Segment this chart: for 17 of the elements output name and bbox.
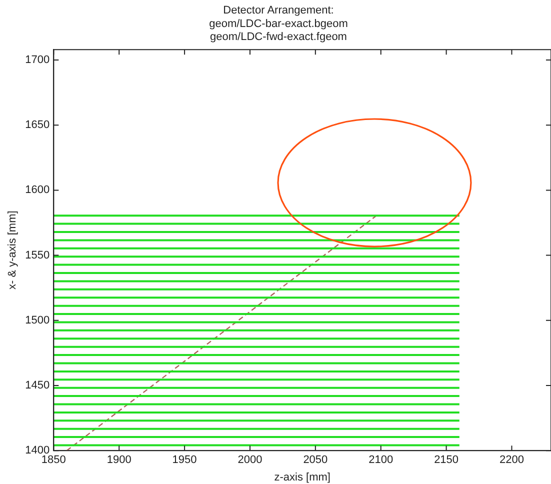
x-tick-label: 2000 bbox=[238, 454, 262, 466]
y-tick-label: 1700 bbox=[25, 54, 50, 66]
x-tick-label: 2200 bbox=[499, 454, 524, 466]
x-tick-label: 2050 bbox=[303, 454, 328, 466]
x-tick-label: 2100 bbox=[368, 454, 394, 466]
y-tick-label: 1500 bbox=[25, 314, 50, 326]
y-tick-label: 1650 bbox=[25, 119, 50, 132]
x-tick-label: 1850 bbox=[41, 454, 66, 466]
x-tick-label: 1950 bbox=[172, 454, 197, 466]
chart-title: Detector Arrangement: geom/LDC-bar-exact.bgeom geom/LDC-fwd-exact.fgeom bbox=[209, 4, 348, 44]
x-tick-label: 2150 bbox=[434, 454, 459, 466]
y-axis-title: x- & y-axis [mm] bbox=[6, 210, 19, 290]
y-tick-label: 1550 bbox=[25, 249, 50, 262]
x-tick-label: 1900 bbox=[106, 454, 132, 466]
y-tick-label: 1450 bbox=[25, 380, 50, 392]
y-tick-label: 1600 bbox=[25, 184, 50, 196]
x-axis-title: z-axis [mm] bbox=[274, 471, 330, 484]
